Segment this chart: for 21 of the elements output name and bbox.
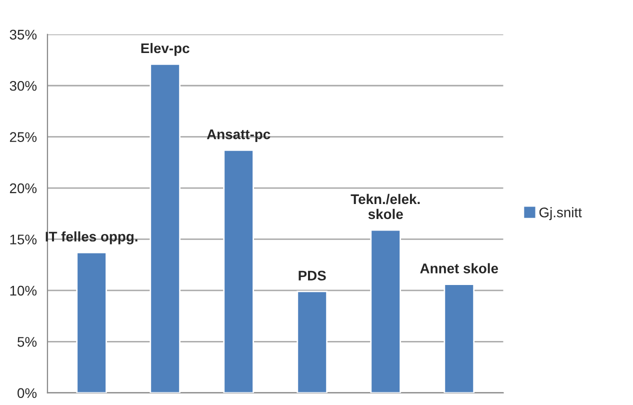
y-tick-label: 30% (10, 80, 37, 91)
y-tick-label: 5% (18, 337, 37, 347)
y-tick-label: 0% (18, 388, 37, 398)
bar (444, 284, 475, 393)
x-tick-label: Elev-pc (141, 42, 190, 56)
x-tick-label: Tekn./elek. skole (350, 194, 420, 220)
y-tick-label: 35% (10, 30, 37, 40)
x-tick-label: Annet skole (420, 263, 498, 274)
y-tick-label: 20% (10, 183, 37, 194)
bar (370, 229, 402, 393)
bar (150, 63, 180, 393)
bar (223, 149, 254, 393)
x-tick-label: IT felles oppg. (46, 231, 138, 244)
y-tick-label: 10% (10, 286, 37, 296)
x-tick-label: Ansatt-pc (206, 130, 270, 142)
y-tick-label: 25% (10, 132, 37, 142)
y-tick-label: 15% (10, 234, 37, 244)
bar (76, 252, 107, 393)
legend-label: Gj.snitt (539, 207, 582, 220)
bar (296, 290, 328, 393)
x-tick-label: PDS (298, 270, 326, 281)
